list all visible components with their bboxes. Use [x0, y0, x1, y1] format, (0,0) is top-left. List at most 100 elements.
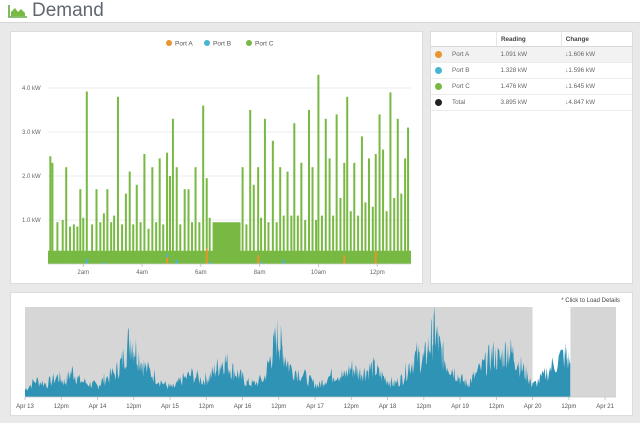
port-c-spike	[85, 91, 88, 259]
port-c-spike	[135, 184, 138, 264]
demand-detail-chart[interactable]: Port A Port B Port C 1.0 kW 2.0 kW 3.0 kW 4.0 …	[11, 32, 422, 283]
port-c-spike	[143, 154, 146, 264]
port-c-spike	[335, 114, 338, 265]
x-tick-label: 2am	[77, 270, 89, 276]
demand-overview-panel: * Click to Load Details Apr 13 12pm Apr 14 1…	[10, 292, 633, 416]
port-c-spike	[113, 215, 116, 264]
port-c-spike	[155, 222, 158, 264]
reading-row-value: 1.328 kW	[496, 62, 562, 79]
header-change: Change	[560, 32, 632, 47]
overview-x-tick-label: 12pm	[416, 404, 431, 410]
overview-x-tick-label: Apr 15	[161, 404, 179, 410]
port-c-base-area	[48, 222, 411, 264]
port-c-spike	[320, 215, 323, 264]
port-c-spike	[99, 222, 102, 264]
port-a-spike	[343, 255, 346, 264]
port-c-spike	[95, 189, 98, 264]
port-c-spike	[393, 198, 396, 264]
port-c-spike	[385, 211, 388, 264]
port-c-spike	[202, 105, 205, 264]
port-c-spike	[290, 215, 293, 264]
reading-row-port-c[interactable]: Port C 1.476 kW ↓1.645 kW	[431, 78, 632, 95]
port-c-spike	[315, 220, 318, 264]
port-c-spike	[121, 224, 124, 264]
port-c-spike	[245, 224, 248, 264]
port-c-spike	[194, 167, 197, 264]
port-a-spike	[374, 250, 377, 264]
overview-x-tick-label: Apr 17	[306, 404, 324, 410]
port-c-spike	[324, 118, 327, 264]
port-c-spike	[346, 96, 349, 264]
port-b-spike	[85, 258, 88, 264]
port-b-dot	[431, 62, 448, 79]
port-b-spike	[175, 259, 178, 264]
port-c-spike	[332, 215, 335, 264]
port-c-spike	[396, 118, 399, 264]
legend-label: Port B	[213, 41, 231, 48]
readings-header-row: Reading Change	[431, 32, 632, 47]
port-c-spike	[166, 152, 169, 254]
port-c-spike	[208, 217, 211, 262]
reading-row-name: Total	[448, 94, 497, 111]
overview-x-tick-label: Apr 20	[524, 404, 542, 410]
port-c-dot	[431, 78, 448, 95]
port-c-spike	[162, 224, 165, 264]
overview-x-tick-label: 12pm	[344, 404, 359, 410]
port-c-spike	[65, 167, 68, 264]
port-c-spike	[339, 198, 342, 264]
reading-row-port-b[interactable]: Port B 1.328 kW ↓1.596 kW	[431, 62, 632, 79]
overview-x-tick-label: 12pm	[561, 404, 576, 410]
port-c-spike	[404, 158, 407, 264]
port-c-spike	[183, 189, 186, 264]
port-c-spike	[132, 224, 135, 264]
port-c-spike	[382, 149, 385, 264]
total-dot	[431, 94, 448, 111]
legend-label: Port A	[175, 41, 193, 48]
overview-x-tick-label: Apr 21	[596, 404, 614, 410]
y-tick-label: 1.0 kW	[22, 218, 41, 224]
header-blank	[431, 32, 448, 47]
port-c-spike	[116, 96, 119, 264]
x-tick-label: 4am	[136, 270, 148, 276]
legend-label: Port C	[255, 41, 274, 48]
readings-panel: Reading Change Port A 1.091 kW ↓1.606 kW…	[430, 31, 633, 284]
port-a-spike	[257, 255, 260, 264]
click-to-load-note[interactable]: * Click to Load Details	[561, 298, 620, 304]
y-tick-label: 3.0 kW	[22, 130, 41, 136]
reading-row-change: ↓1.606 kW	[561, 46, 632, 63]
port-c-spike	[286, 171, 289, 264]
reading-row-value: 1.476 kW	[496, 78, 562, 95]
overview-x-tick-label: 12pm	[54, 404, 69, 410]
port-c-spike	[364, 202, 367, 264]
port-b-spike	[208, 261, 211, 264]
header-reading: Reading	[495, 32, 562, 47]
overview-x-tick-label: 12pm	[199, 404, 214, 410]
reading-row-total[interactable]: Total 3.895 kW ↓4.847 kW	[431, 94, 632, 111]
demand-detail-chart-panel: Port A Port B Port C 1.0 kW 2.0 kW 3.0 kW 4.0 …	[10, 31, 423, 284]
port-c-spike	[271, 140, 274, 264]
page-title: Demand	[32, 0, 104, 21]
port-c-spike	[349, 211, 352, 264]
port-c-spike	[179, 224, 182, 264]
port-c-spike	[249, 110, 252, 264]
port-c-spike	[267, 222, 270, 264]
port-c-spike	[76, 226, 79, 264]
port-c-spike	[293, 123, 296, 264]
port-c-spike	[279, 167, 282, 264]
x-tick-label: 10am	[311, 270, 326, 276]
port-b-spike	[102, 261, 105, 264]
port-b-swatch	[435, 66, 442, 74]
port-c-spike	[317, 74, 320, 264]
port-c-spike	[378, 114, 381, 265]
port-c-spike	[91, 224, 94, 264]
port-c-spike	[205, 178, 208, 249]
reading-row-port-a[interactable]: Port A 1.091 kW ↓1.606 kW	[431, 46, 632, 63]
demand-overview-chart[interactable]: * Click to Load Details Apr 13 12pm Apr 14 1…	[11, 293, 632, 415]
port-b-spike	[166, 253, 169, 258]
legend-swatch	[204, 40, 210, 46]
port-c-spike	[260, 217, 263, 262]
port-c-spike	[357, 215, 360, 264]
overview-unselected-right[interactable]	[570, 307, 616, 397]
legend-swatch	[166, 40, 172, 46]
readings-table: Reading Change Port A 1.091 kW ↓1.606 kW…	[431, 32, 632, 111]
